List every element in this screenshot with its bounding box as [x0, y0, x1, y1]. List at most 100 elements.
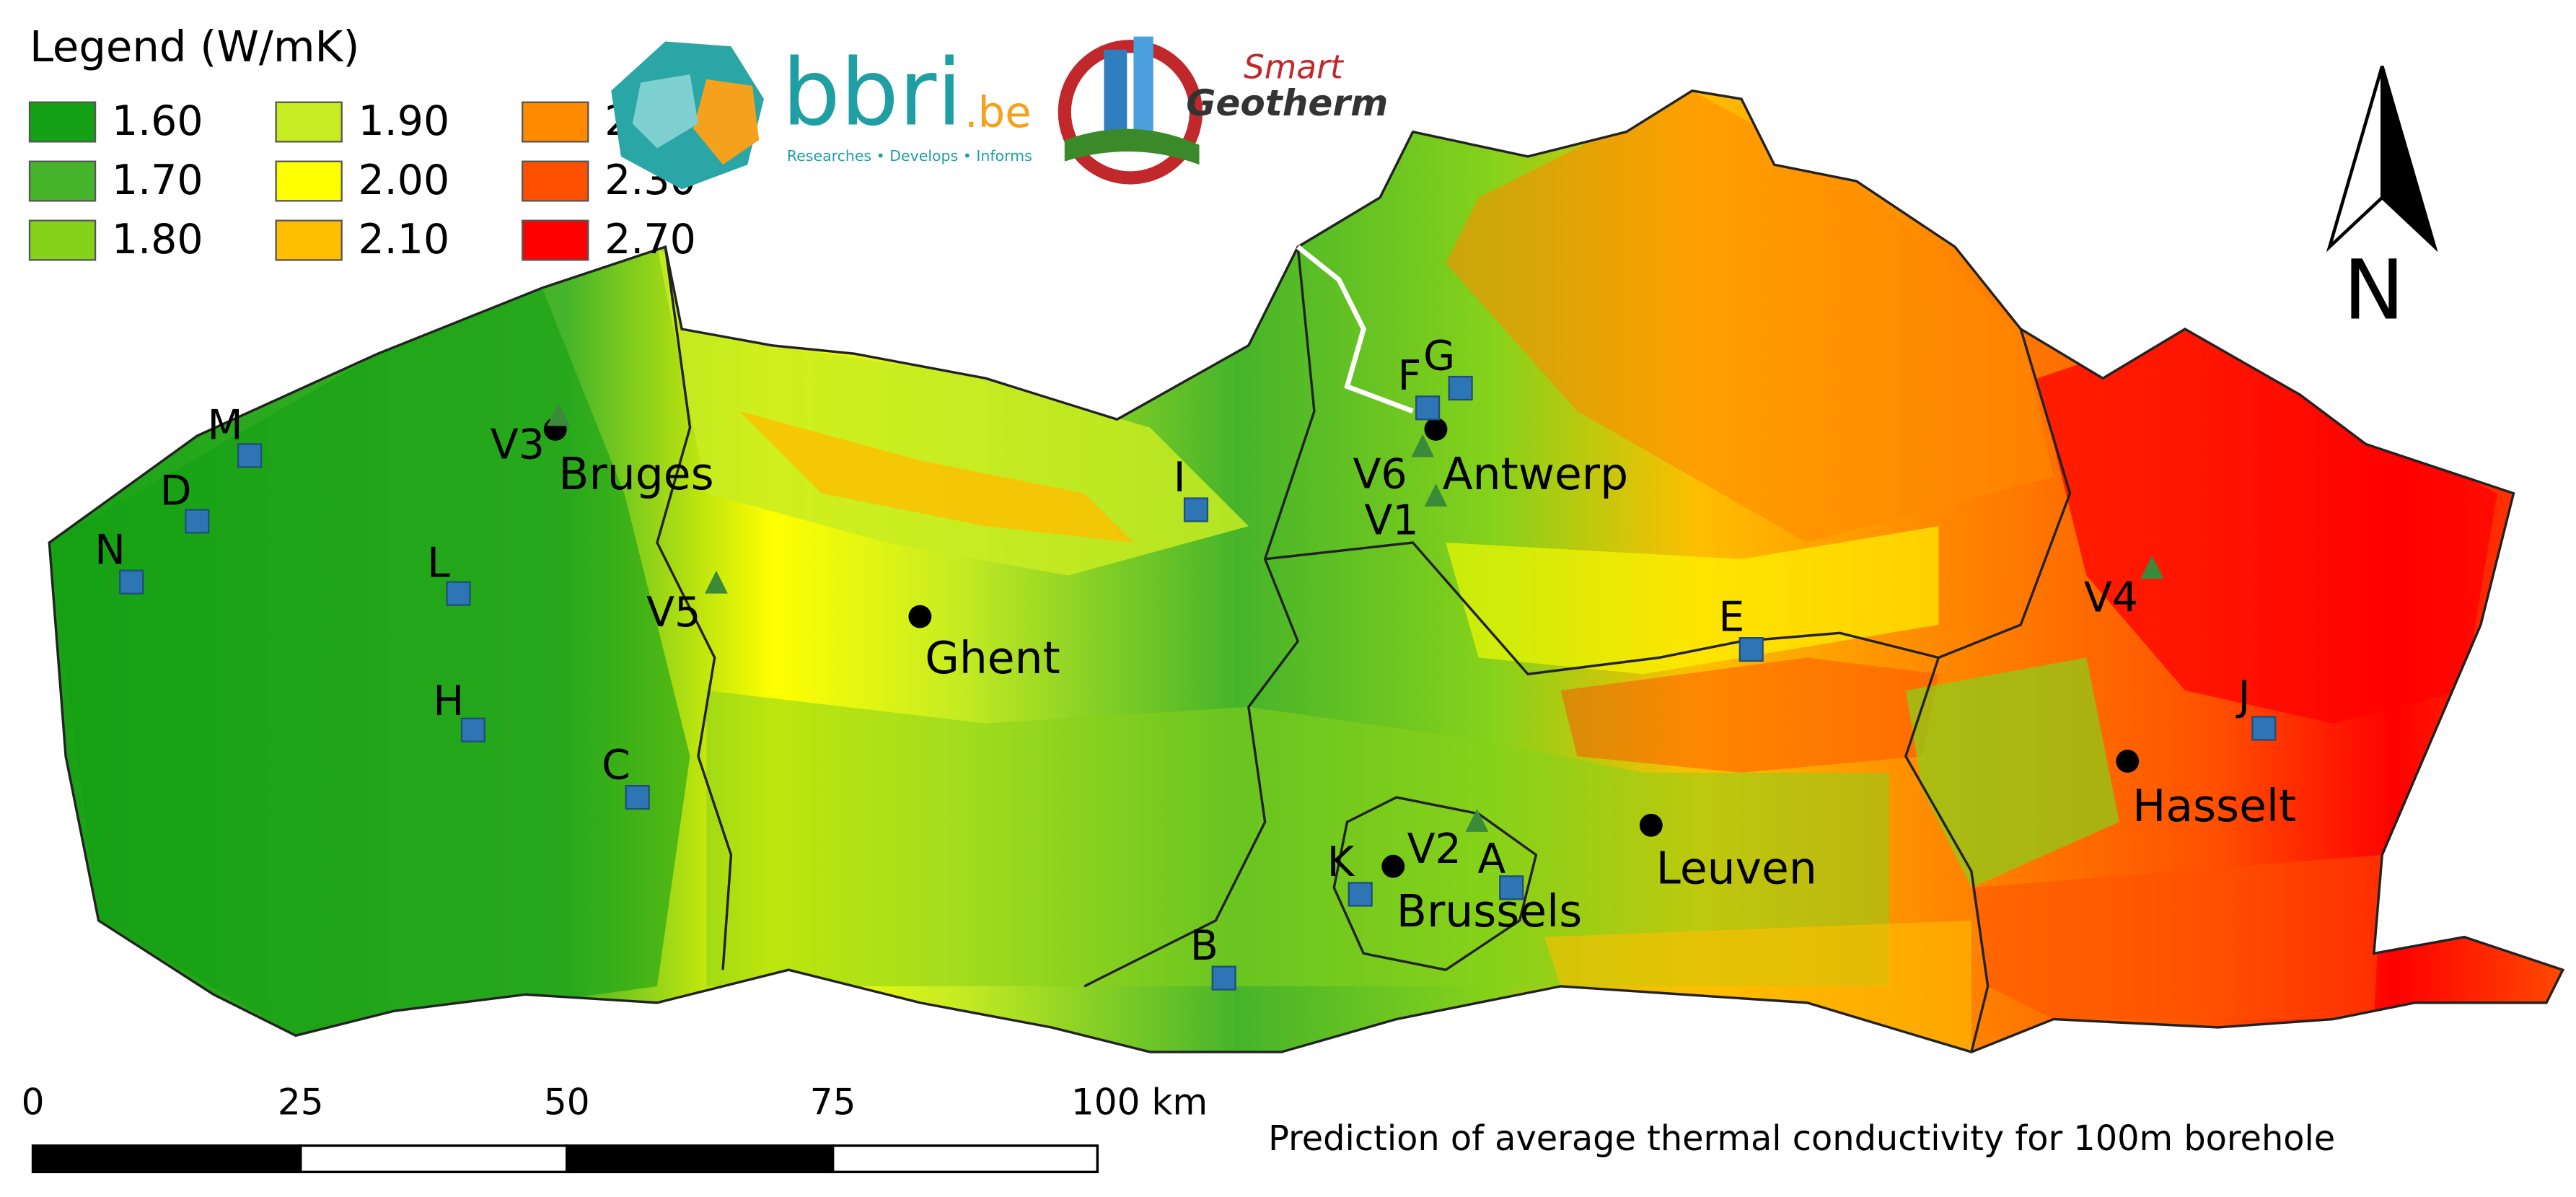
validation-marker — [1465, 809, 1489, 832]
validation-label: V5 — [646, 589, 700, 636]
city-label: Hasselt — [2132, 780, 2296, 832]
site-label: E — [1718, 594, 1744, 641]
conductivity-zone — [706, 690, 1890, 986]
validation-marker — [547, 403, 571, 426]
site-marker — [1183, 497, 1209, 522]
legend-swatch — [522, 219, 589, 261]
bbri-icon-facet — [693, 79, 760, 165]
legend-label: 1.80 — [112, 216, 203, 263]
site-label: M — [207, 401, 242, 449]
scale-segment — [566, 1144, 835, 1174]
site-label: B — [1190, 922, 1218, 970]
legend-swatch — [28, 219, 97, 261]
arrow-right — [2380, 65, 2438, 253]
conductivity-zone — [1971, 854, 2383, 1020]
north-label: N — [2343, 242, 2404, 338]
city-marker — [1639, 813, 1663, 837]
legend-swatch — [275, 219, 343, 261]
validation-label: V3 — [491, 421, 545, 469]
validation-label: V2 — [1407, 825, 1461, 873]
site-label: I — [1174, 454, 1186, 501]
legend-title: Legend (W/mK) — [30, 22, 359, 71]
conductivity-zone — [1560, 657, 1939, 773]
validation-marker — [2140, 556, 2164, 579]
arrow-left — [2326, 65, 2384, 253]
site-label: N — [94, 526, 126, 574]
province-border — [1083, 246, 1316, 988]
geotherm-text: Geotherm — [1186, 82, 1388, 124]
scale-tick-label: 50 — [544, 1080, 590, 1123]
site-marker — [1348, 882, 1373, 907]
site-label: C — [602, 742, 630, 789]
bbri-suffix: .be — [964, 87, 1032, 137]
site-label: D — [160, 467, 192, 514]
logo-ground — [1064, 128, 1200, 165]
legend-swatch — [28, 160, 97, 202]
legend-swatch — [522, 160, 589, 202]
site-label: F — [1398, 352, 1422, 400]
scale-tick-label: 100 km — [1071, 1080, 1208, 1123]
scheldt-river — [1296, 245, 1414, 414]
site-marker — [119, 569, 144, 595]
site-marker — [1499, 875, 1524, 900]
site-marker — [1448, 375, 1473, 401]
scale-tick-label: 0 — [22, 1080, 45, 1123]
site-marker — [446, 581, 471, 606]
province-borders — [48, 89, 2565, 1053]
scale-segment — [31, 1144, 302, 1174]
logo-ring — [1058, 40, 1203, 185]
city-marker — [2116, 750, 2140, 773]
validation-label: V6 — [1353, 451, 1407, 499]
scale-segment — [299, 1144, 568, 1174]
province-border — [1265, 328, 2072, 676]
scale-tick-label: 75 — [810, 1080, 856, 1123]
site-label: H — [433, 678, 464, 725]
scale-bar: 0 25 50 75 100 km — [22, 1080, 1208, 1174]
validation-marker — [705, 570, 728, 594]
validation-label: V4 — [2084, 574, 2138, 621]
scale-tick-label: 25 — [278, 1080, 324, 1123]
conductivity-zone — [1446, 90, 2054, 543]
north-arrow: N — [2326, 65, 2438, 338]
validation-label: V1 — [1364, 496, 1418, 544]
smart-text: Smart — [1244, 48, 1345, 87]
conductivity-zone — [1446, 526, 1939, 675]
city-label: Leuven — [1656, 843, 1817, 895]
province-border — [1904, 657, 1990, 1053]
city-marker — [1424, 417, 1448, 441]
legend-swatch — [522, 101, 589, 143]
site-marker — [1415, 395, 1441, 421]
caption: Prediction of average thermal conductivi… — [1268, 1119, 2335, 1159]
legend-label: 2.00 — [358, 157, 449, 204]
brussels-border — [1332, 796, 1538, 972]
site-marker — [1211, 965, 1236, 991]
province-border — [656, 246, 733, 970]
city-label: Antwerp — [1443, 448, 1629, 500]
site-label: L — [427, 540, 450, 587]
site-label: G — [1423, 333, 1455, 380]
site-label: K — [1327, 838, 1355, 886]
legend-swatch — [275, 101, 343, 143]
site-marker — [2251, 716, 2277, 741]
validation-marker — [1424, 483, 1448, 507]
legend-swatch — [275, 160, 343, 202]
city-label: Brussels — [1397, 885, 1582, 937]
city-label: Bruges — [558, 448, 713, 500]
conductivity-zone — [656, 247, 1249, 576]
site-marker — [460, 717, 485, 742]
city-marker — [908, 605, 932, 628]
legend-swatch — [28, 101, 97, 143]
conductivity-zone — [1905, 657, 2119, 888]
legend-label: 2.70 — [605, 216, 696, 263]
validation-marker — [1411, 434, 1435, 457]
site-marker — [625, 784, 650, 810]
scale-segment — [831, 1144, 1099, 1174]
region-outline — [48, 89, 2565, 1053]
smartgeotherm-logo: Smart Geotherm — [1058, 36, 1388, 185]
bbri-icon-facet — [632, 74, 698, 149]
bbri-logo: bbri .be Researches • Develops • Informs — [611, 40, 1032, 190]
bbri-tagline: Researches • Develops • Informs — [787, 147, 1032, 165]
